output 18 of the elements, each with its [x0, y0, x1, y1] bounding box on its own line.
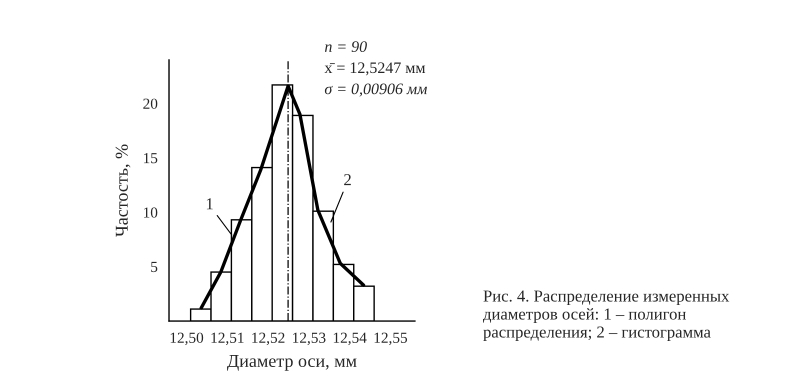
- x-tick-label: 12,51: [211, 332, 244, 346]
- annotation: 1: [206, 198, 213, 210]
- x-tick-label: 12,54: [334, 332, 367, 346]
- x-axis-title: Диаметр оси, мм: [227, 355, 357, 371]
- y-axis-title: Частость, %: [116, 144, 130, 237]
- y-tick-label: 15: [144, 153, 158, 164]
- y-tick-label: 20: [143, 98, 158, 109]
- text: Рис. 4. Распределение измеренных диаметров осей: 1 – полигон распределения; 2 – гистограмма: [483, 290, 730, 342]
- annotation: 2: [344, 174, 351, 186]
- x-tick-label: 12,50: [170, 332, 204, 346]
- x-tick-label: 12,55: [374, 332, 408, 346]
- x-tick-label: 12,52: [252, 332, 284, 346]
- text: n = 90: [324, 41, 367, 52]
- y-tick-label: 5: [151, 262, 158, 272]
- x-tick-label: 12,53: [293, 332, 326, 346]
- annotation: σ = 0,00906 мм: [324, 83, 427, 97]
- y-tick-label: 10: [144, 207, 158, 218]
- annotation: x̄ = 12,5247 мм: [324, 62, 426, 76]
